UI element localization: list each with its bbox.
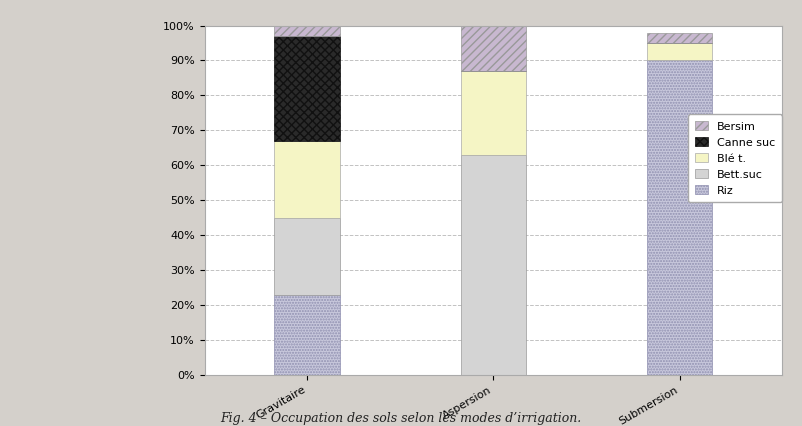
Bar — [647, 43, 712, 60]
Bar — [647, 60, 712, 375]
Bar — [647, 32, 712, 43]
Bar — [274, 0, 339, 36]
Text: Fig. 4 – Occupation des sols selon les modes d’irrigation.: Fig. 4 – Occupation des sols selon les m… — [221, 412, 581, 425]
Legend: Bersim, Canne suc, Blé t., Bett.suc, Riz: Bersim, Canne suc, Blé t., Bett.suc, Riz — [688, 115, 782, 202]
Bar — [460, 155, 526, 375]
Bar — [274, 218, 339, 294]
Bar — [460, 71, 526, 155]
Bar — [274, 294, 339, 375]
Bar — [274, 36, 339, 141]
Bar — [460, 26, 526, 71]
Bar — [274, 141, 339, 218]
